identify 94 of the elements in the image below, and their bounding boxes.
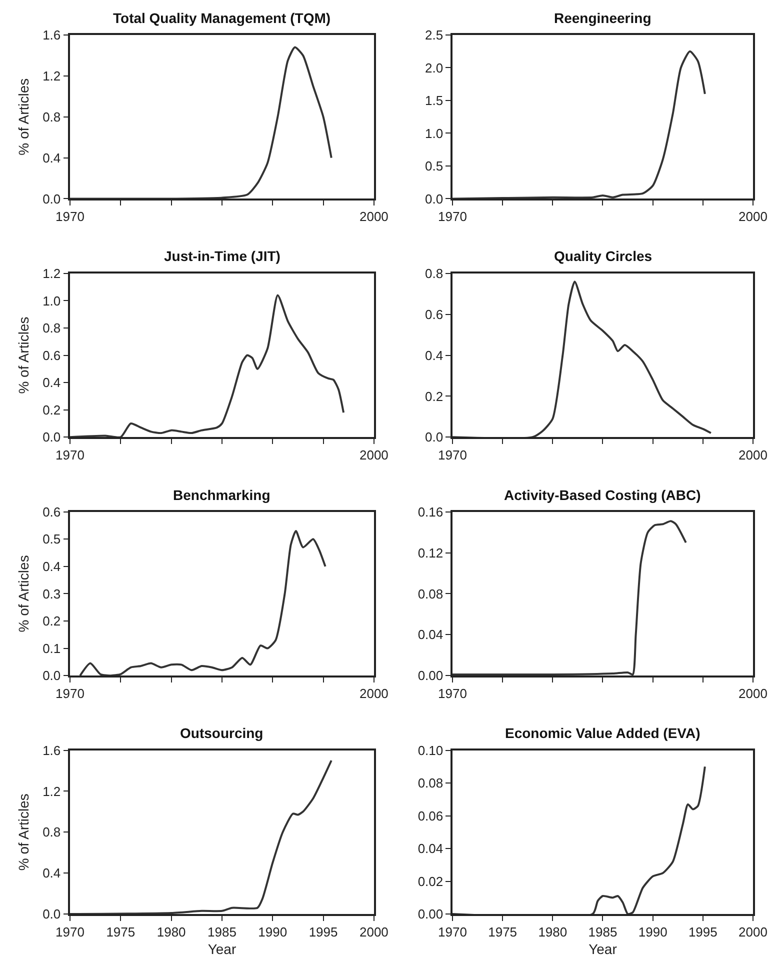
- y-tick-label: 0.3: [42, 586, 61, 602]
- line-series: [79, 530, 326, 676]
- x-tick-label: 1985: [208, 924, 236, 940]
- y-tick-label: 0.8: [42, 824, 61, 840]
- x-tick-label: 1970: [438, 924, 467, 940]
- y-tick-label: 0.5: [425, 158, 444, 174]
- y-tick-label: 0.2: [42, 614, 61, 629]
- y-tick-label: 0.00: [418, 668, 444, 684]
- x-tick-label: 1985: [588, 924, 618, 940]
- x-tick-label: 1970: [438, 209, 467, 224]
- chart-title: Reengineering: [554, 10, 652, 26]
- x-tick-label: 1975: [488, 924, 518, 940]
- y-tick-label: 1.6: [42, 742, 61, 758]
- x-tick-label: 2000: [738, 209, 768, 224]
- line-series: [452, 520, 687, 676]
- x-tick-label: 2000: [359, 686, 388, 701]
- y-tick-label: 0.2: [42, 402, 61, 418]
- y-tick-label: 0.8: [42, 109, 61, 124]
- chart-title: Economic Value Added (EVA): [505, 725, 700, 741]
- line-series: [452, 280, 712, 438]
- line-series: [70, 294, 345, 438]
- chart-title: Activity-Based Costing (ABC): [504, 487, 701, 503]
- chart-title: Benchmarking: [173, 487, 270, 503]
- y-tick-label: 0.08: [418, 776, 444, 791]
- y-tick-label: 0.08: [418, 586, 444, 602]
- line-series: [452, 50, 706, 199]
- y-tick-label: 0.0: [42, 430, 61, 445]
- y-tick-label: 0.4: [42, 558, 61, 574]
- x-tick-label: 1980: [538, 924, 568, 940]
- x-tick-label: 2000: [359, 447, 388, 462]
- x-tick-label: 1970: [56, 686, 84, 701]
- line-series: [70, 46, 332, 199]
- x-tick-label: 1970: [56, 924, 84, 940]
- x-tick-label: 1975: [106, 924, 136, 940]
- x-axis-title: Year: [208, 941, 236, 958]
- y-tick-label: 1.2: [42, 266, 61, 281]
- line-series: [70, 760, 332, 914]
- y-axis-title: % of Articles: [16, 794, 32, 871]
- y-axis-title: % of Articles: [16, 555, 32, 632]
- y-tick-label: 2.5: [425, 28, 444, 43]
- y-tick-label: 0.5: [42, 532, 61, 547]
- y-axis-title: % of Articles: [16, 78, 32, 156]
- y-tick-label: 1.2: [42, 784, 61, 799]
- x-tick-label: 1970: [438, 686, 467, 701]
- y-tick-label: 2.0: [425, 60, 444, 76]
- x-tick-label: 1995: [308, 924, 338, 940]
- y-axis-title: % of Articles: [16, 316, 32, 394]
- x-tick-label: 2000: [738, 924, 768, 940]
- y-tick-label: 0.16: [418, 504, 444, 520]
- x-tick-label: 1990: [258, 924, 288, 940]
- y-tick-label: 0.0: [425, 191, 444, 206]
- y-tick-label: 0.6: [42, 348, 61, 363]
- y-tick-label: 0.04: [418, 627, 444, 642]
- y-tick-label: 0.10: [418, 742, 444, 758]
- chart-title: Just-in-Time (JIT): [164, 248, 280, 264]
- y-tick-label: 0.4: [42, 866, 61, 881]
- y-tick-label: 0.6: [425, 306, 444, 322]
- y-tick-label: 0.0: [42, 668, 61, 684]
- y-tick-label: 0.12: [418, 545, 444, 560]
- y-tick-label: 0.0: [425, 430, 444, 445]
- y-tick-label: 1.6: [42, 28, 61, 43]
- y-tick-label: 0.4: [42, 375, 61, 390]
- y-tick-label: 0.04: [418, 841, 444, 856]
- x-tick-label: 1970: [56, 209, 84, 224]
- chart-title: Outsourcing: [180, 725, 264, 741]
- chart-title: Quality Circles: [554, 248, 652, 264]
- y-tick-label: 1.0: [425, 126, 444, 141]
- x-tick-label: 1990: [638, 924, 668, 940]
- x-tick-label: 2000: [359, 209, 388, 224]
- x-tick-label: 2000: [359, 924, 388, 940]
- chart-title: Total Quality Management (TQM): [113, 10, 331, 26]
- y-tick-label: 1.5: [425, 93, 444, 108]
- y-tick-label: 0.0: [42, 906, 61, 922]
- y-tick-label: 0.00: [418, 906, 444, 922]
- y-tick-label: 0.8: [42, 320, 61, 336]
- y-tick-label: 1.0: [42, 293, 61, 308]
- y-tick-label: 0.06: [418, 808, 444, 824]
- x-tick-label: 1970: [56, 447, 84, 462]
- y-tick-label: 0.1: [42, 640, 61, 656]
- y-tick-label: 0.0: [42, 191, 61, 206]
- x-tick-label: 1995: [688, 924, 718, 940]
- y-tick-label: 0.2: [425, 388, 444, 404]
- y-tick-label: 0.4: [42, 150, 61, 166]
- y-tick-label: 0.6: [42, 504, 61, 520]
- y-tick-label: 0.4: [425, 348, 444, 363]
- x-tick-label: 1970: [438, 447, 467, 462]
- y-tick-label: 0.8: [425, 266, 444, 281]
- y-tick-label: 1.2: [42, 68, 61, 84]
- x-tick-label: 1980: [156, 924, 186, 940]
- line-series: [452, 766, 706, 914]
- x-tick-label: 2000: [738, 447, 768, 462]
- x-axis-title: Year: [588, 941, 618, 958]
- x-tick-label: 2000: [738, 686, 768, 701]
- y-tick-label: 0.02: [418, 874, 444, 889]
